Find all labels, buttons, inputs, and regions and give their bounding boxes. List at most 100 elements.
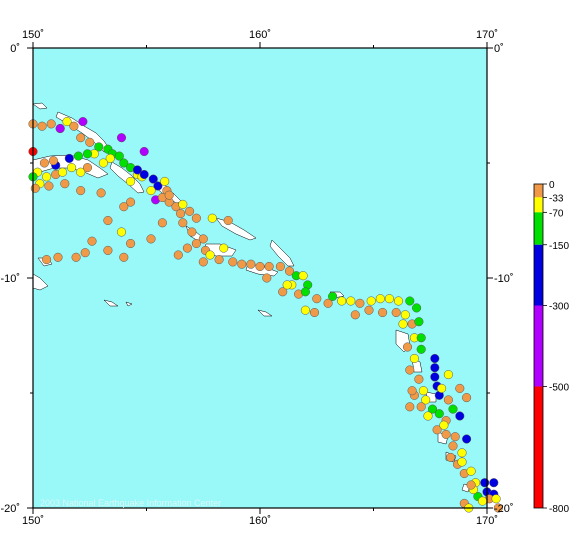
earthquake-orange: [164, 190, 174, 200]
earthquake-orange: [198, 257, 208, 267]
map-credit: 2003 National Earthquake Information Cen…: [40, 498, 221, 508]
earthquake-yellow: [337, 296, 347, 306]
earthquake-yellow: [298, 271, 308, 281]
lon-label-top: 170˚: [476, 29, 498, 41]
earthquake-green: [427, 404, 438, 414]
legend-label: -70: [549, 208, 564, 219]
earthquake-blue: [462, 434, 472, 444]
earthquake-orange: [309, 307, 320, 318]
earthquake-orange: [53, 252, 63, 262]
lat-label-left: 0˚: [10, 43, 20, 55]
legend-label: -150: [549, 241, 569, 252]
earthquake-yellow: [384, 294, 394, 304]
earthquake-blue: [153, 181, 163, 191]
earthquake-green: [416, 333, 426, 343]
earthquake-yellow: [423, 411, 433, 421]
map-tick-labels: 150˚ 150˚ 160˚ 160˚ 170˚ 170˚ 0˚ 0˚ -10˚ -10˚ -20˚…: [0, 29, 513, 527]
earthquake-yellow: [67, 163, 77, 173]
earthquake-orange: [198, 234, 208, 244]
earthquake-yellow: [393, 296, 404, 306]
lon-label-bottom: 160˚: [249, 515, 271, 527]
earthquake-orange: [446, 452, 456, 462]
earthquake-orange: [44, 181, 54, 191]
earthquake-green: [434, 409, 444, 419]
earthquake-orange: [37, 121, 47, 131]
earthquake-orange: [455, 383, 465, 393]
earthquake-orange: [416, 402, 426, 412]
earthquake-yellow: [457, 457, 467, 467]
earthquake-yellow: [421, 395, 431, 405]
earthquake-orange: [262, 273, 272, 283]
earthquake-orange: [448, 441, 458, 451]
earthquake-yellow: [62, 117, 72, 127]
earthquake-orange: [103, 245, 113, 255]
bougainville-island: [109, 161, 145, 194]
earthquake-orange: [466, 480, 476, 490]
earthquake-orange: [405, 402, 415, 412]
earthquake-orange: [82, 163, 93, 173]
earthquake-yellow: [76, 167, 86, 177]
lon-label-top: 150˚: [22, 29, 44, 41]
earthquake-orange: [278, 287, 288, 297]
earthquake-yellow: [42, 172, 52, 182]
earthquake-yellow: [437, 383, 447, 393]
solomon-malaita: [269, 239, 295, 267]
earthquake-orange: [414, 374, 424, 384]
legend-frame: [533, 183, 544, 509]
earthquake-yellow: [57, 167, 68, 177]
earthquake-orange: [60, 179, 70, 189]
earthquake-orange: [402, 342, 413, 352]
earthquake-orange: [223, 215, 233, 226]
earthquake-orange: [378, 307, 388, 318]
earthquake-yellow: [207, 213, 217, 223]
earthquake-yellow: [105, 153, 115, 163]
earthquake-orange: [173, 250, 183, 260]
earthquake-orange: [246, 259, 256, 269]
earthquake-orange: [364, 305, 374, 315]
earthquake-purple: [116, 133, 127, 143]
lat-label-right: 0˚: [494, 43, 504, 55]
lon-label-bottom: 150˚: [22, 515, 44, 527]
earthquake-orange: [119, 202, 129, 212]
earthquake-orange: [391, 307, 401, 318]
earthquake-blue: [430, 372, 440, 382]
lon-label-bottom: 170˚: [476, 515, 498, 527]
earthquake-green: [300, 287, 310, 297]
legend-band: [534, 386, 543, 508]
earthquake-orange: [30, 183, 40, 193]
earthquake-purple: [78, 117, 88, 127]
earthquake-blue: [132, 165, 142, 175]
earthquake-blue: [480, 478, 490, 488]
legend-label: -800: [549, 504, 569, 515]
earthquake-green: [405, 296, 415, 306]
earthquake-orange: [96, 188, 106, 198]
earthquake-orange: [126, 197, 136, 207]
earthquake-orange: [191, 213, 201, 223]
legend-band: [534, 305, 543, 387]
earthquake-yellow: [178, 199, 188, 209]
earthquake-orange: [323, 298, 333, 308]
earthquake-orange: [103, 215, 113, 226]
earthquake-blue: [430, 353, 440, 364]
earthquake-yellow: [346, 296, 356, 306]
earthquake-green: [416, 344, 426, 354]
earthquake-yellow: [282, 280, 292, 290]
rennell-island: [257, 309, 273, 317]
earthquake-yellow: [439, 420, 449, 430]
earthquake-orange: [85, 137, 95, 147]
legend-band: [534, 212, 543, 245]
earthquake-orange: [76, 133, 86, 143]
earthquake-yellow: [375, 294, 385, 304]
earthquake-yellow: [477, 496, 488, 506]
earthquake-events: [28, 117, 503, 513]
depth-legend: 0 -33 -70 -150 -300 -500 -800: [533, 180, 569, 515]
earthquake-blue: [455, 411, 465, 421]
earthquake-yellow: [116, 227, 127, 237]
lon-label-top: 160˚: [249, 29, 271, 41]
earthquake-green: [328, 291, 338, 301]
earthquake-orange: [432, 425, 442, 435]
earthquake-green: [82, 149, 93, 159]
earthquake-orange: [407, 386, 417, 396]
earthquake-yellow: [457, 448, 467, 458]
